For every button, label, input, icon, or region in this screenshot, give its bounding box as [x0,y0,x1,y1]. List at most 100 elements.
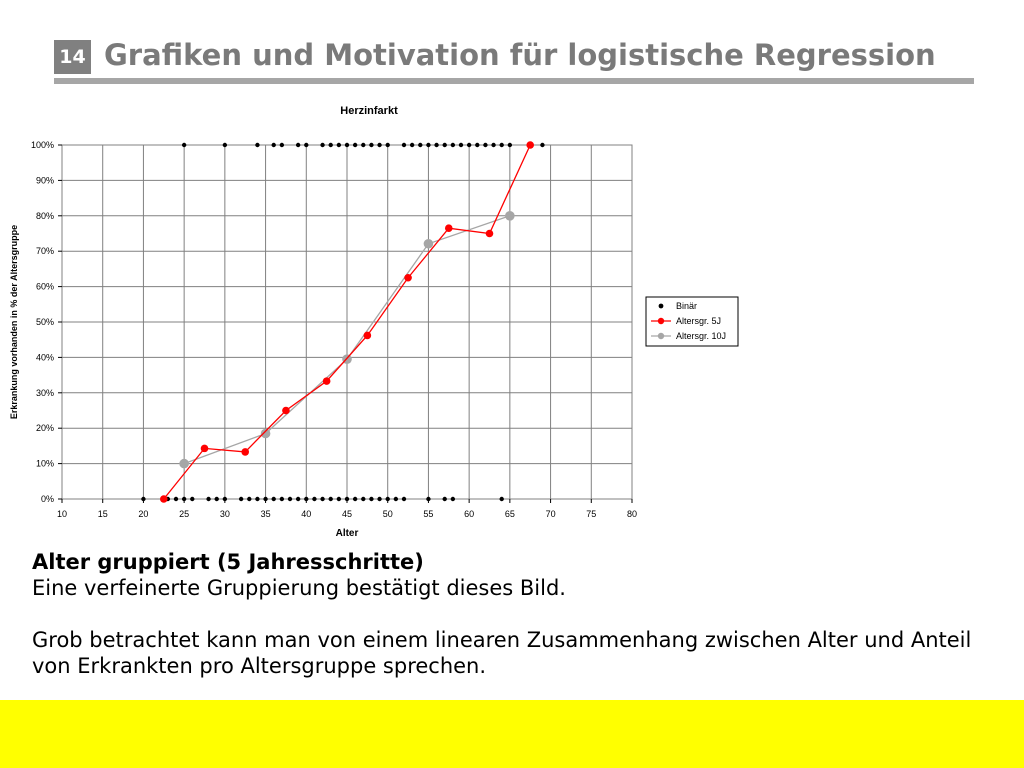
data-point [393,496,399,502]
data-point [505,211,515,221]
x-tick-label: 65 [505,509,515,519]
data-point [426,142,431,148]
data-point [295,142,301,148]
y-axis-ticks: 0% 10% 20% 30% 40% 50% 60% 70% 80% 90% 100% [31,140,62,504]
data-point [322,377,331,385]
data-point [222,142,228,148]
x-tick-label: 35 [261,509,271,519]
data-point [466,142,472,148]
x-tick-label: 70 [546,509,556,519]
data-point [328,142,333,148]
legend-item: Altersgr. 10J [651,331,726,341]
legend-label: Altersgr. 10J [676,331,726,341]
data-point [426,496,431,502]
data-point [271,142,276,148]
y-tick-label: 90% [36,175,54,185]
y-tick-label: 50% [36,317,54,327]
data-point [320,142,325,148]
chart-series [141,141,545,503]
data-point [263,496,268,502]
legend-marker [658,303,664,309]
body-line: Eine verfeinerte Gruppierung bestätigt d… [32,576,566,600]
x-tick-label: 75 [586,509,596,519]
data-point [442,496,447,502]
herzinfarkt-chart: Herzinfarkt 0% 10% 20% 30% 40% 50% 60% 70% 80% 90… [9,105,739,539]
y-tick-label: 70% [36,246,54,256]
data-point [320,496,325,502]
data-point [328,496,333,502]
data-point [418,142,423,148]
data-point [222,496,228,502]
chart-title: Herzinfarkt [340,105,398,117]
data-point [352,496,358,502]
x-tick-label: 55 [423,509,433,519]
data-point [179,458,189,469]
data-point [287,496,293,502]
x-tick-label: 20 [138,509,148,519]
data-point [361,142,366,148]
chart-legend: Binär Altersgr. 5J Altersgr. 10J [645,296,739,347]
data-point [450,496,456,502]
data-point [312,496,317,502]
slide-number: 14 [54,40,91,74]
x-axis-label: Alter [336,528,359,539]
y-tick-label: 30% [36,388,54,398]
data-point [279,496,285,502]
data-point [336,496,342,502]
y-tick-label: 10% [36,459,54,469]
y-tick-label: 80% [36,211,54,221]
data-point [450,142,456,148]
x-tick-label: 30 [220,509,230,519]
x-tick-label: 60 [464,509,474,519]
data-point [336,142,342,148]
data-point [344,496,350,502]
x-tick-label: 25 [179,509,189,519]
x-tick-label: 45 [342,509,352,519]
data-point [352,142,358,148]
data-point [260,428,271,439]
data-point [214,496,219,502]
legend-label: Binär [676,301,697,311]
data-point [255,142,260,148]
data-point [540,142,545,148]
legend-marker [657,332,665,340]
data-point [401,496,407,502]
body-heading: Alter gruppiert (5 Jahresschritte) [32,550,424,574]
y-axis-label: Erkrankung vorhanden in % der Altersgrup… [9,225,19,419]
body-paragraph: Grob betrachtet kann man von einem linea… [32,628,972,678]
data-point [282,406,290,415]
data-point [423,238,434,249]
data-point [442,142,447,148]
data-point [434,142,439,148]
y-tick-label: 20% [36,423,54,433]
data-point [483,142,488,148]
series-Binär [141,142,545,502]
y-tick-label: 40% [36,352,54,362]
data-point [385,496,390,502]
data-point [377,142,382,148]
series-Altersgr. 5J [159,141,535,503]
data-point [377,496,382,502]
data-point [159,495,168,503]
x-tick-label: 15 [98,509,108,519]
data-point [507,142,513,148]
series-line [163,144,531,500]
data-point [173,496,179,502]
data-point [200,444,209,453]
x-tick-label: 50 [383,509,393,519]
y-tick-label: 100% [31,140,54,150]
data-point [401,142,407,148]
legend-marker [657,317,665,325]
data-point [369,142,374,148]
data-point [475,142,480,148]
x-tick-label: 40 [301,509,311,519]
y-tick-label: 60% [36,282,54,292]
legend-item: Binär [658,301,697,311]
data-point [304,496,309,502]
data-point [444,224,453,232]
x-tick-label: 80 [627,509,637,519]
x-tick-label: 10 [57,509,67,519]
data-point [458,142,464,148]
data-point [295,496,301,502]
data-point [385,142,390,148]
